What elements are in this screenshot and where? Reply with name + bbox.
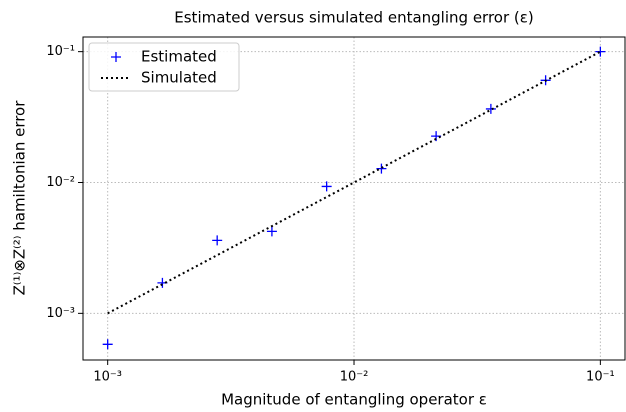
point [212, 235, 223, 246]
y-tick-label: 10⁻² [46, 175, 75, 190]
x-axis-label: Magnitude of entangling operator ε [221, 391, 487, 409]
point [266, 226, 277, 237]
point [321, 181, 332, 192]
y-tick-label: 10⁻¹ [46, 44, 75, 59]
plot-frame [82, 36, 626, 361]
legend: Estimated Simulated [88, 42, 240, 92]
point [485, 103, 496, 114]
legend-label: Estimated [141, 48, 217, 66]
point [376, 163, 387, 174]
legend-marker [111, 52, 121, 62]
x-tick-label: 10⁻¹ [586, 370, 615, 385]
y-axis-label: Z⁽¹⁾⊗Z⁽²⁾ hamiltonian error [11, 100, 29, 296]
x-tick-label: 10⁻² [340, 370, 369, 385]
chart-title: Estimated versus simulated entangling er… [174, 9, 533, 27]
point [595, 46, 606, 57]
y-tick-label: 10⁻³ [46, 306, 75, 321]
point [102, 339, 113, 350]
legend-label: Simulated [141, 69, 217, 87]
x-tick-label: 10⁻³ [93, 370, 122, 385]
